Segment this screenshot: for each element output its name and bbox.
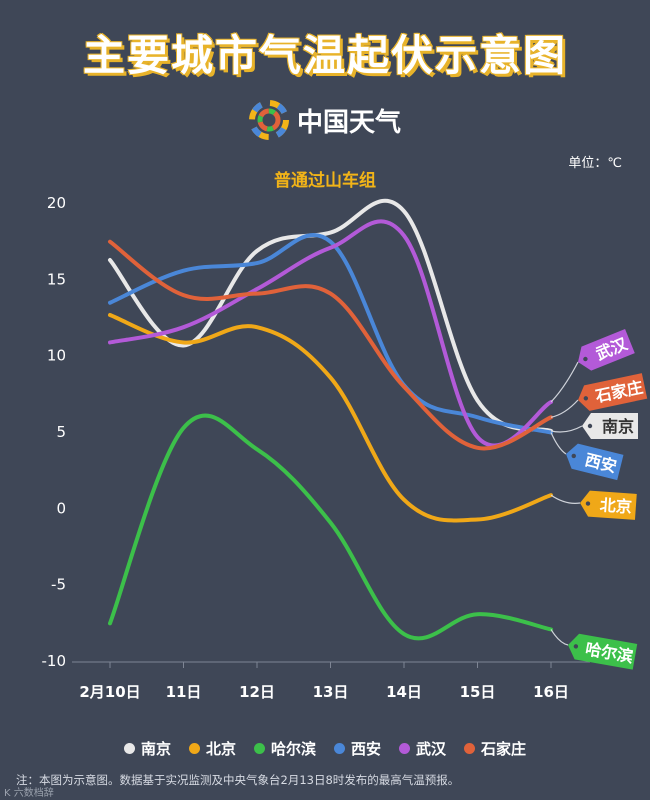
tag-string bbox=[550, 629, 569, 646]
legend-item: 武汉 bbox=[399, 738, 446, 759]
weather-logo-icon bbox=[248, 100, 289, 140]
footnote: 注：本图为示意图。数据基于实况监测及中央气象台2月13日8时发布的最高气温预报。 bbox=[16, 773, 460, 787]
tag-string bbox=[550, 361, 579, 403]
y-tick-label: -10 bbox=[42, 652, 67, 670]
source-watermark: K 六数档辞 bbox=[4, 788, 54, 799]
legend-label: 西安 bbox=[351, 740, 382, 758]
tag-shape bbox=[582, 413, 638, 439]
tag-string bbox=[550, 494, 581, 504]
legend-dot bbox=[399, 743, 411, 754]
series-line-哈尔滨 bbox=[108, 413, 553, 641]
series-line-武汉 bbox=[108, 219, 553, 448]
legend-label: 北京 bbox=[205, 740, 236, 758]
x-tick-label: 2月10日 bbox=[79, 683, 140, 701]
tag-label: 北京 bbox=[599, 495, 632, 516]
tag-shape bbox=[566, 443, 624, 481]
x-tick-label: 15日 bbox=[460, 683, 496, 701]
tag-shape bbox=[568, 633, 638, 670]
tag-hole bbox=[573, 644, 579, 649]
chart-subtitle: 普通过山车组 bbox=[274, 171, 376, 191]
legend-label: 哈尔滨 bbox=[270, 740, 316, 758]
y-tick-label: 15 bbox=[47, 270, 66, 288]
brand: 中国天气 bbox=[0, 100, 650, 140]
y-tick-label: 20 bbox=[47, 194, 66, 212]
x-tick-label: 11日 bbox=[166, 683, 202, 701]
legend-item: 南京 bbox=[123, 738, 171, 759]
x-tick-label: 12日 bbox=[239, 683, 275, 701]
tag-石家庄: 石家庄 bbox=[578, 373, 648, 411]
tag-哈尔滨: 哈尔滨 bbox=[568, 633, 638, 670]
y-tick-label: 5 bbox=[56, 423, 66, 441]
legend-dot bbox=[188, 743, 200, 754]
legend-label: 武汉 bbox=[416, 740, 447, 758]
brand-name: 中国天气 bbox=[296, 107, 401, 138]
tag-南京: 南京 bbox=[582, 413, 638, 439]
x-tick-label: 13日 bbox=[313, 683, 349, 701]
legend-label: 南京 bbox=[140, 740, 171, 758]
legend-dot bbox=[123, 743, 135, 754]
y-tick-label: 0 bbox=[56, 499, 66, 517]
legend-dot bbox=[253, 743, 265, 754]
legend-item: 石家庄 bbox=[464, 738, 526, 759]
legend-item: 哈尔滨 bbox=[253, 738, 316, 759]
legend-dot bbox=[334, 743, 345, 754]
legend-item: 北京 bbox=[188, 738, 236, 759]
series-line-西安 bbox=[108, 233, 553, 435]
legend: 南京 北京 哈尔滨 西安 武汉 石家庄 bbox=[0, 738, 650, 759]
tag-hole bbox=[585, 501, 591, 506]
tag-shape bbox=[580, 490, 637, 520]
tag-西安: 西安 bbox=[566, 443, 624, 481]
tag-hole bbox=[583, 396, 589, 401]
legend-dot bbox=[464, 743, 476, 754]
y-tick-label: -5 bbox=[51, 576, 66, 594]
tag-shape bbox=[578, 373, 648, 411]
legend-item: 西安 bbox=[334, 738, 381, 759]
tag-武汉: 武汉 bbox=[578, 328, 635, 371]
x-tick-label: 14日 bbox=[386, 683, 422, 701]
tag-string bbox=[550, 425, 583, 433]
tag-shape bbox=[578, 328, 635, 371]
series-line-南京 bbox=[108, 198, 553, 433]
tag-label: 南京 bbox=[602, 417, 634, 436]
series-line-石家庄 bbox=[108, 239, 553, 451]
chart-title: 主要城市气温起伏示意图 bbox=[82, 31, 567, 80]
y-tick-label: 10 bbox=[47, 347, 66, 365]
tag-string bbox=[550, 432, 567, 455]
tag-hole bbox=[583, 356, 588, 362]
tag-北京: 北京 bbox=[580, 490, 637, 520]
tag-hole bbox=[571, 453, 576, 459]
tag-string bbox=[550, 399, 579, 418]
legend-label: 石家庄 bbox=[481, 740, 527, 758]
series-line-北京 bbox=[108, 312, 553, 523]
unit-label: 单位：℃ bbox=[568, 156, 622, 171]
x-tick-label: 16日 bbox=[533, 683, 569, 701]
tag-hole bbox=[587, 423, 593, 429]
